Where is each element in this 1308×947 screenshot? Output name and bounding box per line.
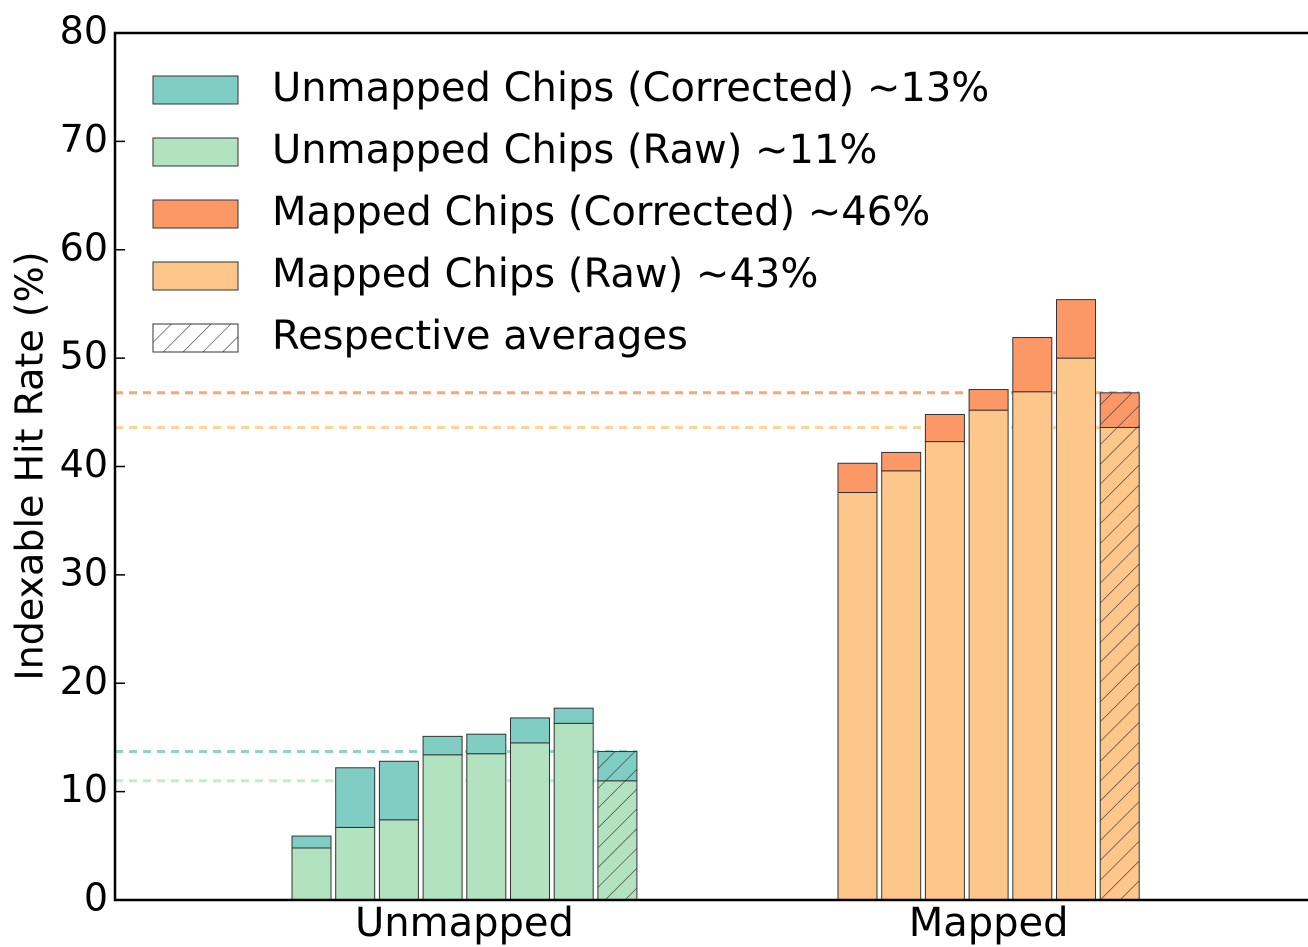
legend-label: Mapped Chips (Raw) ~43% [272, 251, 818, 297]
bar-segment [837, 492, 878, 901]
average-hatch [1100, 392, 1140, 428]
y-tick-label: 40 [60, 442, 108, 486]
y-tick-label: 0 [84, 876, 108, 920]
bar-segment [291, 835, 332, 849]
bar-segment [422, 735, 463, 756]
bar-segment [510, 742, 550, 901]
bar-segment [1056, 357, 1096, 901]
y-tick-label: 30 [60, 550, 108, 594]
x-tick-label: Unmapped [355, 900, 574, 946]
y-tick-label: 20 [60, 659, 108, 703]
bar-segment [968, 409, 1009, 901]
y-tick-label: 70 [60, 117, 108, 161]
legend-swatch [152, 261, 239, 291]
average-hatch [597, 780, 637, 900]
legend-swatch [152, 75, 239, 105]
bar-segment [1012, 391, 1053, 901]
bar-segment [1056, 299, 1096, 359]
y-tick-label: 50 [60, 334, 108, 378]
legend-label: Unmapped Chips (Corrected) ~13% [272, 65, 989, 111]
y-tick-label: 80 [60, 9, 108, 53]
bar-segment [553, 722, 594, 901]
plot-area [115, 299, 1140, 901]
bar-segment [466, 753, 507, 901]
bar-segment [422, 754, 463, 901]
legend-swatch [152, 199, 239, 229]
bar-segment [378, 760, 419, 821]
legend-swatch [152, 137, 239, 167]
bar-segment [968, 389, 1009, 411]
bar-segment [881, 470, 922, 901]
y-tick-label: 60 [60, 225, 108, 269]
bar-segment [291, 847, 332, 901]
legend-label: Unmapped Chips (Raw) ~11% [272, 127, 877, 173]
bar-segment [466, 733, 507, 755]
legend-label: Respective averages [272, 313, 688, 359]
bar-segment [335, 767, 376, 828]
bar-segment [924, 413, 965, 443]
bar-segment [335, 826, 376, 901]
bar-segment [378, 819, 419, 901]
legend-label: Mapped Chips (Corrected) ~46% [272, 189, 930, 235]
average-hatch [1100, 427, 1140, 900]
average-hatch [597, 751, 637, 781]
bar-segment [553, 707, 594, 724]
bar-segment [1012, 337, 1053, 393]
bar-segment [510, 717, 550, 744]
x-tick-label: Mapped [909, 900, 1069, 946]
legend-swatch [152, 323, 239, 353]
bar-segment [881, 451, 922, 472]
y-axis-label: Indexable Hit Rate (%) [8, 251, 52, 680]
y-tick-label: 10 [60, 767, 108, 811]
bar-segment [837, 462, 878, 494]
bar-segment [924, 441, 965, 901]
